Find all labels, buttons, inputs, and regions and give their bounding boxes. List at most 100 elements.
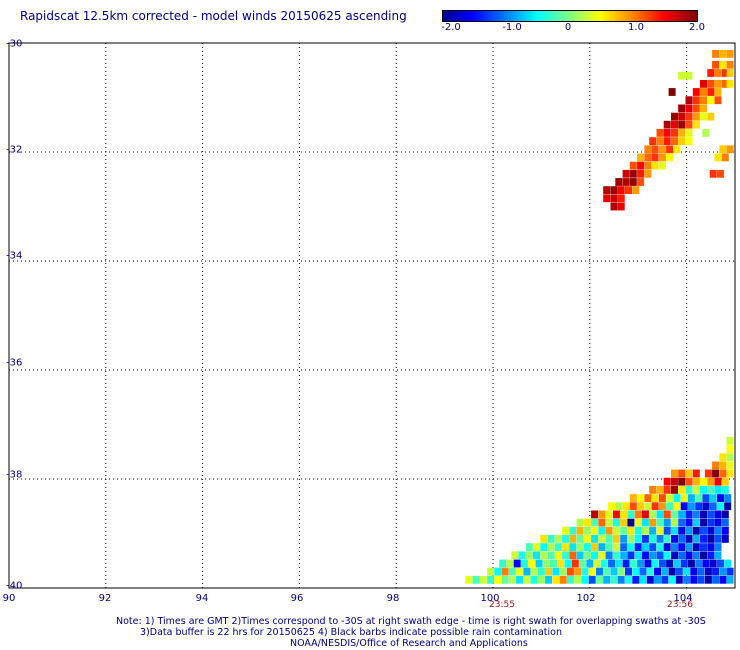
wind-cell	[644, 494, 652, 502]
wind-cell	[663, 137, 671, 145]
wind-cell	[719, 469, 727, 478]
wind-cell	[707, 112, 715, 121]
wind-cell	[687, 559, 695, 568]
wind-cell	[704, 575, 712, 584]
wind-cell	[644, 153, 652, 162]
wind-cell	[576, 543, 584, 551]
wind-cell	[598, 551, 606, 560]
wind-cell	[639, 575, 647, 584]
wind-cell	[591, 551, 599, 560]
wind-cell	[685, 104, 693, 113]
wind-cell	[658, 502, 666, 511]
wind-cell	[678, 120, 686, 129]
wind-cell	[537, 567, 545, 576]
wind-cell	[583, 543, 591, 551]
wind-cell	[545, 567, 553, 576]
note-line-2: 3)Data buffer is 22 hrs for 20150625 4) …	[140, 627, 562, 638]
wind-cell	[685, 71, 693, 80]
colorbar-tick-label: 1.0	[628, 22, 644, 33]
wind-cell	[709, 559, 717, 568]
wind-cell	[697, 575, 705, 584]
wind-cell	[610, 575, 618, 584]
wind-cell	[678, 477, 686, 486]
wind-cell	[685, 96, 693, 105]
wind-cell	[637, 153, 645, 162]
wind-cell	[499, 559, 507, 568]
wind-cell	[583, 535, 591, 543]
wind-cell	[508, 567, 516, 576]
wind-cell	[535, 559, 543, 568]
wind-cell	[712, 575, 720, 584]
wind-cell	[644, 559, 652, 568]
wind-cell	[537, 575, 545, 584]
wind-cell	[627, 510, 635, 519]
wind-difference-cells	[465, 50, 734, 584]
wind-cell	[571, 559, 579, 568]
wind-cell	[692, 486, 700, 494]
wind-cell	[591, 535, 599, 543]
wind-cell	[465, 575, 473, 584]
lat-tick-label: -38	[6, 469, 23, 481]
wind-cell	[675, 575, 683, 584]
wind-cell	[641, 510, 649, 519]
wind-cell	[656, 543, 664, 551]
wind-cell	[724, 502, 732, 511]
wind-cell	[685, 510, 693, 519]
wind-cell	[692, 543, 700, 551]
wind-cell	[617, 575, 625, 584]
wind-cell	[666, 153, 674, 162]
wind-cell	[685, 120, 693, 129]
wind-cell	[596, 575, 603, 584]
wind-cell	[668, 88, 676, 96]
wind-cell	[525, 543, 533, 551]
wind-cell	[707, 96, 715, 105]
wind-cell	[608, 559, 616, 568]
wind-cell	[721, 526, 729, 535]
wind-cell	[709, 494, 717, 502]
wind-cell	[656, 137, 664, 145]
wind-cell	[714, 88, 722, 96]
wind-cell	[726, 445, 734, 453]
wind-cell	[523, 575, 531, 584]
wind-cell	[685, 469, 693, 478]
wind-cell	[641, 543, 649, 551]
wind-cell	[598, 543, 606, 551]
wind-cell	[707, 543, 715, 551]
wind-cell	[637, 502, 645, 511]
wind-cell	[692, 112, 700, 121]
wind-cell	[610, 567, 618, 576]
wind-cell	[658, 494, 666, 502]
wind-cell	[617, 567, 625, 576]
wind-cell	[654, 567, 661, 576]
wind-cell	[591, 518, 599, 527]
wind-cell	[588, 567, 596, 576]
wind-cell	[700, 104, 707, 113]
wind-cell	[683, 567, 691, 576]
wind-cell	[634, 535, 642, 543]
wind-cell	[579, 559, 586, 568]
lon-tick-label: 90	[2, 593, 16, 604]
wind-cell	[612, 518, 620, 527]
wind-cell	[610, 194, 618, 203]
wind-cell	[487, 575, 495, 584]
wind-cell	[666, 494, 674, 502]
wind-cell	[726, 436, 734, 445]
wind-cell	[574, 567, 582, 576]
wind-cell	[649, 486, 657, 494]
wind-cell	[612, 510, 620, 519]
lat-tick-label: -34	[6, 250, 23, 262]
wind-cell	[598, 510, 606, 519]
wind-cell	[591, 543, 599, 551]
wind-cell	[501, 575, 509, 584]
wind-cell	[663, 526, 671, 535]
wind-cell	[692, 518, 700, 527]
swath-time-label: 23:56	[667, 600, 693, 610]
wind-cell	[516, 575, 524, 584]
lon-tick-label: 94	[195, 593, 209, 604]
wind-cell	[644, 502, 652, 511]
wind-cell	[678, 535, 686, 543]
wind-cell	[622, 178, 630, 186]
wind-cell	[562, 535, 570, 543]
wind-cell	[695, 502, 703, 511]
wind-cell	[656, 518, 664, 527]
